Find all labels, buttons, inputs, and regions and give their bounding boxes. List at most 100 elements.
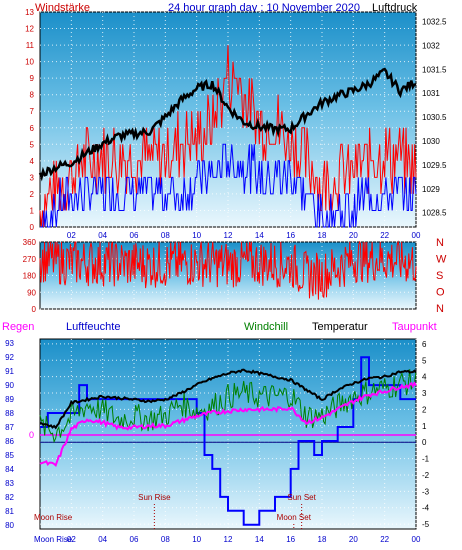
direction-tick-label: 180 [23,272,37,281]
wind-tick-label: 9 [30,74,35,83]
temperature-tick-label: -1 [422,455,430,464]
pressure-tick-label: 1031.5 [422,65,447,74]
time-tick-label: 06 [130,231,139,240]
temperature-label: Temperatur [312,321,368,333]
temperature-tick-label: -2 [422,471,430,480]
temperature-tick-label: 4 [422,373,427,382]
time-tick-label: 10 [192,231,201,240]
wind-tick-label: 8 [30,91,35,100]
rain-label: Regen [2,321,34,333]
time-tick-label: 18 [318,231,327,240]
moon-rise-bottom-label: Moon Rise [34,535,73,544]
wind-tick-label: 3 [30,173,35,182]
wind-tick-label: 7 [30,107,35,116]
wind-pressure-series [38,45,417,228]
dewpoint-line [39,381,417,468]
humidity-tick-label: 86 [5,437,14,446]
pressure-tick-label: 1029 [422,185,440,194]
dewpoint-label: Taupunkt [392,321,437,333]
temperature-series [39,356,417,526]
humidity-tick-label: 84 [5,465,14,474]
time-tick-label: 18 [318,535,327,544]
wind-tick-label: 1 [30,206,35,215]
humidity-tick-label: 90 [5,381,14,390]
humidity-tick-label: 85 [5,451,14,460]
rain-zero-label: 0 [29,430,34,440]
event-label: Moon Rise [34,513,73,522]
wind-tick-label: 6 [30,124,35,133]
compass-label: S [436,270,443,282]
pressure-tick-label: 1032.5 [422,18,447,27]
time-axis-ticks-top: 02 04 06 08 10 12 14 16 18 20 22 00 [67,231,421,240]
time-tick-label: 02 [67,231,76,240]
temperature-line [39,368,417,430]
time-tick-label: 08 [161,535,170,544]
pressure-axis-ticks: 1028.5 1029 1029.5 1030 1030.5 1031 1031.5 1032… [422,18,447,218]
wind-tick-label: 5 [30,140,35,149]
pressure-tick-label: 1028.5 [422,209,447,218]
time-tick-label: 08 [161,231,170,240]
wind-tick-label: 11 [26,41,35,50]
time-tick-label: 16 [286,231,295,240]
wind-direction-line [39,240,417,300]
temperature-tick-label: 2 [422,405,427,414]
pressure-tick-label: 1031 [422,89,440,98]
event-label: Moon Set [277,513,312,522]
windchill-line [39,369,417,444]
compass-label: O [436,287,445,299]
time-tick-label: 06 [130,535,139,544]
sun-moon-events: Moon Rise Sun Rise Moon Set Sun Set Moon Ris… [34,493,317,544]
wind-tick-label: 13 [25,8,34,17]
time-tick-label: 00 [412,231,421,240]
humidity-label: Luftfeuchte [66,321,120,333]
pressure-tick-label: 1032 [422,41,440,50]
time-tick-label: 10 [192,535,201,544]
temperature-tick-label: 5 [422,356,427,365]
time-tick-label: 04 [98,231,107,240]
wind-direction-axis-ticks: 0 90 180 270 360 [23,238,37,314]
time-tick-label: 04 [98,535,107,544]
temperature-tick-label: 1 [422,422,427,431]
humidity-tick-label: 89 [5,395,14,404]
time-tick-label: 14 [255,231,264,240]
time-tick-label: 22 [380,231,389,240]
humidity-tick-label: 83 [5,479,14,488]
temperature-tick-label: 6 [422,340,427,349]
time-tick-label: 16 [286,535,295,544]
pressure-tick-label: 1029.5 [422,161,447,170]
humidity-tick-label: 81 [5,507,14,516]
humidity-axis-ticks: 80 81 82 83 84 85 86 87 88 89 90 91 92 93 [5,339,14,530]
humidity-tick-label: 88 [5,409,14,418]
time-axis-ticks-bottom: 02 04 06 08 10 12 14 16 18 20 22 00 [67,535,421,544]
direction-tick-label: 360 [23,238,37,247]
wind-tick-label: 2 [30,190,35,199]
pressure-tick-label: 1030.5 [422,113,447,122]
direction-tick-label: 270 [23,255,37,264]
temperature-tick-label: 3 [422,389,427,398]
temperature-tick-label: -4 [422,504,430,513]
time-tick-label: 14 [255,535,264,544]
time-tick-label: 12 [224,535,233,544]
time-tick-label: 20 [349,231,358,240]
time-tick-label: 12 [224,231,233,240]
wind-gust-line [40,143,417,228]
compass-label: W [436,254,447,266]
pressure-axis-label: Luftdruck [372,2,418,14]
compass-label: N [436,303,444,315]
direction-tick-label: 90 [27,288,36,297]
time-tick-label: 00 [412,535,421,544]
event-label: Sun Rise [138,493,171,502]
pressure-tick-label: 1030 [422,137,440,146]
wind-tick-label: 10 [25,58,34,67]
humidity-tick-label: 93 [5,339,14,348]
humidity-tick-label: 80 [5,521,14,530]
humidity-tick-label: 87 [5,423,14,432]
direction-tick-label: 0 [32,305,37,314]
wind-axis-label: Windstärke [35,2,90,14]
chart-title: 24 hour graph day : 10 November 2020 [168,2,360,14]
wind-tick-label: 12 [25,25,34,34]
